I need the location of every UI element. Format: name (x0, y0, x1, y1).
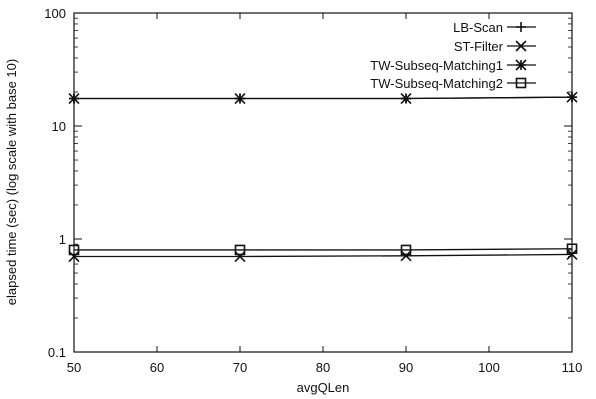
x-tick-label: 50 (67, 360, 81, 375)
x-tick-label: 110 (562, 360, 583, 375)
series-layer (68, 91, 578, 263)
x-tick-label: 80 (316, 360, 330, 375)
legend-label: LB-Scan (453, 20, 503, 35)
data-point-series-3 (566, 91, 578, 103)
x-tick-label: 100 (478, 360, 500, 375)
legend-marker (515, 77, 527, 89)
x-tick-label: 60 (150, 360, 164, 375)
legend: LB-Scan ST-Filter TW-Subseq-Matching1 TW-Su… (370, 20, 536, 91)
y-tick-label: 100 (44, 6, 66, 21)
x-axis-ticks: 50 60 70 80 90 100 110 (67, 13, 583, 375)
legend-marker (516, 22, 526, 32)
y-tick-label: 1 (59, 232, 66, 247)
data-point-series-3 (234, 92, 246, 105)
x-axis-label: avgQLen (297, 380, 350, 395)
legend-marker (515, 40, 527, 52)
legend-label: TW-Subseq-Matching1 (370, 58, 503, 73)
y-axis-label: elapsed time (sec) (log scale with base … (4, 59, 19, 305)
data-point-series-4 (400, 244, 412, 256)
series-line-3 (74, 96, 573, 100)
data-point-series-2 (234, 250, 246, 263)
data-point-series-2 (400, 250, 412, 262)
data-point-series-2 (566, 248, 578, 261)
data-point-series-2 (68, 250, 80, 263)
x-tick-label: 70 (233, 360, 247, 375)
y-tick-label: 0.1 (48, 345, 66, 360)
data-point-series-3 (68, 92, 80, 105)
legend-marker (515, 59, 527, 71)
data-point-series-4 (566, 243, 578, 255)
series-line-2 (74, 253, 573, 258)
y-tick-label: 10 (52, 119, 66, 134)
y-axis-ticks: 0.1 1 10 100 (44, 6, 572, 360)
series-line-4 (74, 248, 573, 251)
data-point-series-3 (400, 92, 412, 105)
data-point-series-4 (68, 244, 80, 256)
x-tick-label: 90 (399, 360, 413, 375)
legend-label: ST-Filter (454, 39, 504, 54)
legend-label: TW-Subseq-Matching2 (370, 76, 503, 91)
data-point-series-4 (234, 244, 246, 256)
